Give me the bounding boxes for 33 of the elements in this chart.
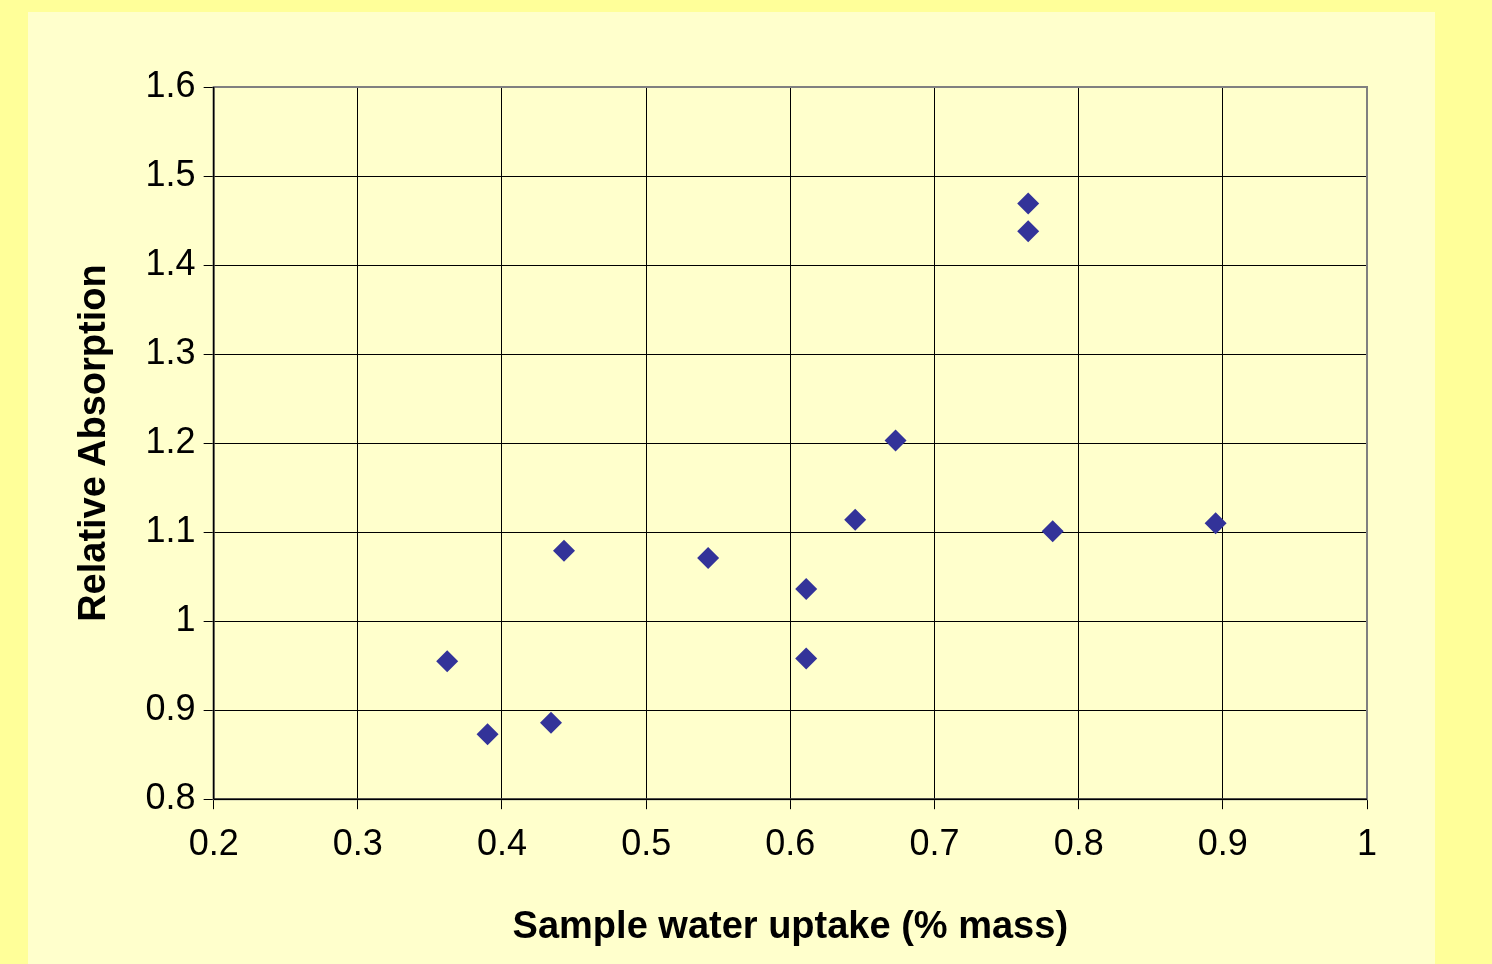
x-tick-label: 0.2	[188, 821, 239, 863]
y-axis-title: Relative Absorption	[71, 264, 114, 622]
point	[795, 647, 818, 670]
y-tick-label: 1.6	[145, 63, 196, 105]
x-tick-label: 1	[1356, 821, 1378, 863]
y-tick-label: 1.4	[145, 241, 196, 283]
point	[1041, 520, 1064, 543]
point	[1017, 220, 1040, 243]
point	[697, 546, 720, 569]
x-tick-label: 0.9	[1197, 821, 1248, 863]
y-tick-label: 1.1	[145, 509, 196, 551]
x-axis-title: Sample water uptake (% mass)	[512, 903, 1069, 946]
y-tick-label: 1.5	[145, 152, 196, 194]
x-tick-label: 0.6	[765, 821, 816, 863]
y-tick-label: 0.8	[145, 776, 196, 818]
point	[1017, 192, 1040, 215]
y-tick-label: 1.3	[145, 331, 196, 372]
x-tick-label: 0.3	[332, 821, 383, 863]
y-tick-label: 0.9	[145, 687, 196, 729]
point	[844, 508, 867, 531]
point	[552, 539, 575, 562]
point	[795, 578, 818, 601]
point	[1204, 512, 1227, 535]
x-tick-label: 0.4	[476, 821, 528, 863]
x-tick-label: 0.5	[621, 821, 672, 863]
x-tick-label: 0.8	[1053, 821, 1104, 863]
point	[476, 723, 499, 746]
y-tick-label: 1	[175, 598, 196, 640]
point	[884, 429, 907, 452]
point	[436, 650, 459, 673]
x-tick-label: 0.7	[909, 821, 960, 863]
point	[540, 711, 562, 734]
y-tick-label: 1.2	[145, 420, 196, 462]
